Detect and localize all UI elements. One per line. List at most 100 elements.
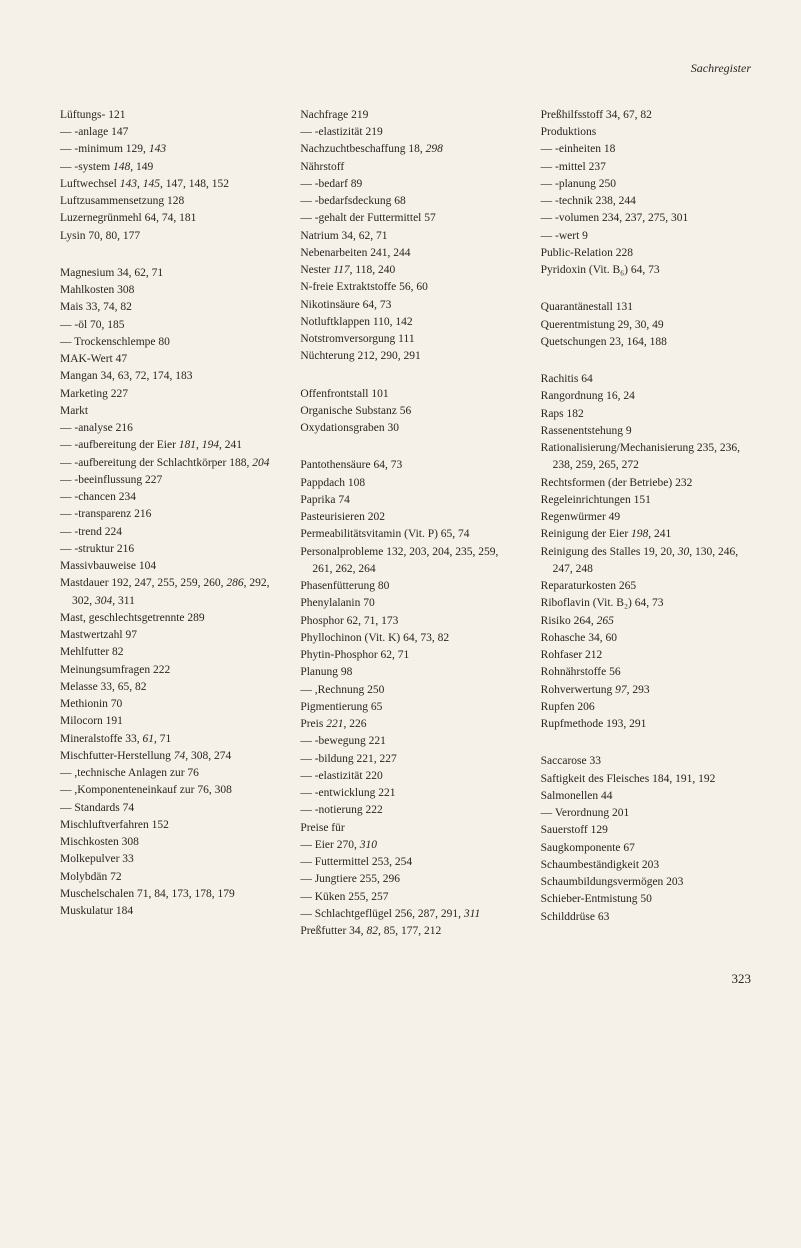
index-entry: — -wert 9 — [541, 228, 751, 245]
column-3: Preßhilfsstoff 34, 67, 82Produktions— -e… — [541, 107, 751, 941]
index-entry: — -mittel 237 — [541, 159, 751, 176]
index-entry: Rupfen 206 — [541, 699, 751, 716]
index-entry: Schaumbeständigkeit 203 — [541, 857, 751, 874]
index-entry: Nährstoff — [300, 159, 510, 176]
index-entry: — -entwicklung 221 — [300, 785, 510, 802]
page-header: Sachregister — [60, 60, 751, 77]
index-entry: Mastwertzahl 97 — [60, 627, 270, 644]
index-entry: Muschelschalen 71, 84, 173, 178, 179 — [60, 886, 270, 903]
index-entry: Regenwürmer 49 — [541, 509, 751, 526]
index-entry: Mastdauer 192, 247, 255, 259, 260, 286, … — [60, 575, 270, 610]
index-entry: Oxydationsgraben 30 — [300, 420, 510, 437]
index-entry: N-freie Extraktstoffe 56, 60 — [300, 279, 510, 296]
index-columns: Lüftungs- 121— -anlage 147— -minimum 129… — [60, 107, 751, 941]
index-entry: Notluftklappen 110, 142 — [300, 314, 510, 331]
index-entry: — -elastizität 219 — [300, 124, 510, 141]
index-entry: — Futtermittel 253, 254 — [300, 854, 510, 871]
index-entry: — -minimum 129, 143 — [60, 141, 270, 158]
index-entry: Planung 98 — [300, 664, 510, 681]
index-entry: Rohverwertung 97, 293 — [541, 682, 751, 699]
index-entry: Produktions — [541, 124, 751, 141]
index-entry: Phosphor 62, 71, 173 — [300, 613, 510, 630]
index-entry: Reinigung der Eier 198, 241 — [541, 526, 751, 543]
index-entry: Quarantänestall 131 — [541, 299, 751, 316]
index-entry: Saugkomponente 67 — [541, 840, 751, 857]
index-entry: — -chancen 234 — [60, 489, 270, 506]
index-entry: Schilddrüse 63 — [541, 909, 751, 926]
index-entry: Rachitis 64 — [541, 371, 751, 388]
index-entry: Nachzuchtbeschaffung 18, 298 — [300, 141, 510, 158]
index-entry: Phytin-Phosphor 62, 71 — [300, 647, 510, 664]
index-entry: Querentmistung 29, 30, 49 — [541, 317, 751, 334]
index-entry: Nachfrage 219 — [300, 107, 510, 124]
index-entry: — -bedarfsdeckung 68 — [300, 193, 510, 210]
index-entry: Molybdän 72 — [60, 869, 270, 886]
index-entry: Luzernegrünmehl 64, 74, 181 — [60, 210, 270, 227]
index-entry: Phyllochinon (Vit. K) 64, 73, 82 — [300, 630, 510, 647]
index-entry: Riboflavin (Vit. B₂) 64, 73 — [541, 595, 751, 612]
index-entry: MAK-Wert 47 — [60, 351, 270, 368]
index-entry: Mais 33, 74, 82 — [60, 299, 270, 316]
index-entry: Mast, geschlechtsgetrennte 289 — [60, 610, 270, 627]
index-entry: — -volumen 234, 237, 275, 301 — [541, 210, 751, 227]
index-entry: — -elastizität 220 — [300, 768, 510, 785]
index-entry: Preßhilfsstoff 34, 67, 82 — [541, 107, 751, 124]
index-entry: Paprika 74 — [300, 492, 510, 509]
index-entry: Rassenentstehung 9 — [541, 423, 751, 440]
index-entry: Luftzusammensetzung 128 — [60, 193, 270, 210]
index-entry: Rupfmethode 193, 291 — [541, 716, 751, 733]
index-entry: Regeleinrichtungen 151 — [541, 492, 751, 509]
spacer — [60, 245, 270, 265]
index-entry: Methionin 70 — [60, 696, 270, 713]
index-entry: Nüchterung 212, 290, 291 — [300, 348, 510, 365]
index-entry: Raps 182 — [541, 406, 751, 423]
index-entry: — ,Komponenteneinkauf zur 76, 308 — [60, 782, 270, 799]
index-entry: Pasteurisieren 202 — [300, 509, 510, 526]
index-entry: Mahlkosten 308 — [60, 282, 270, 299]
index-entry: Saftigkeit des Fleisches 184, 191, 192 — [541, 771, 751, 788]
index-entry: — -transparenz 216 — [60, 506, 270, 523]
index-entry: Reparaturkosten 265 — [541, 578, 751, 595]
index-entry: — -notierung 222 — [300, 802, 510, 819]
index-entry: Pappdach 108 — [300, 475, 510, 492]
index-entry: — -planung 250 — [541, 176, 751, 193]
index-entry: — Verordnung 201 — [541, 805, 751, 822]
index-entry: Preise für — [300, 820, 510, 837]
index-entry: Schaumbildungsvermögen 203 — [541, 874, 751, 891]
index-entry: — -technik 238, 244 — [541, 193, 751, 210]
index-entry: — -anlage 147 — [60, 124, 270, 141]
index-entry: Rohnährstoffe 56 — [541, 664, 751, 681]
spacer — [541, 279, 751, 299]
index-entry: Quetschungen 23, 164, 188 — [541, 334, 751, 351]
index-entry: Melasse 33, 65, 82 — [60, 679, 270, 696]
index-entry: — ,Rechnung 250 — [300, 682, 510, 699]
column-1: Lüftungs- 121— -anlage 147— -minimum 129… — [60, 107, 270, 941]
spacer — [300, 366, 510, 386]
index-entry: Preis 221, 226 — [300, 716, 510, 733]
index-entry: — Küken 255, 257 — [300, 889, 510, 906]
column-2: Nachfrage 219— -elastizität 219Nachzucht… — [300, 107, 510, 941]
index-entry: — -bewegung 221 — [300, 733, 510, 750]
index-entry: Rohasche 34, 60 — [541, 630, 751, 647]
index-entry: Permeabilitätsvitamin (Vit. P) 65, 74 — [300, 526, 510, 543]
spacer — [300, 437, 510, 457]
index-entry: Markt — [60, 403, 270, 420]
index-entry: Rechtsformen (der Betriebe) 232 — [541, 475, 751, 492]
index-entry: Nester 117, 118, 240 — [300, 262, 510, 279]
index-entry: Molkepulver 33 — [60, 851, 270, 868]
index-entry: Sauerstoff 129 — [541, 822, 751, 839]
index-entry: — Trockenschlempe 80 — [60, 334, 270, 351]
index-entry: Natrium 34, 62, 71 — [300, 228, 510, 245]
index-entry: — -trend 224 — [60, 524, 270, 541]
index-entry: Magnesium 34, 62, 71 — [60, 265, 270, 282]
index-entry: — -aufbereitung der Eier 181, 194, 241 — [60, 437, 270, 454]
index-entry: — Eier 270, 310 — [300, 837, 510, 854]
index-entry: Lysin 70, 80, 177 — [60, 228, 270, 245]
index-entry: Pyridoxin (Vit. B₆) 64, 73 — [541, 262, 751, 279]
index-entry: Mischluftverfahren 152 — [60, 817, 270, 834]
index-entry: — -struktur 216 — [60, 541, 270, 558]
index-entry: Personalprobleme 132, 203, 204, 235, 259… — [300, 544, 510, 579]
index-entry: Preßfutter 34, 82, 85, 177, 212 — [300, 923, 510, 940]
index-entry: — -gehalt der Futtermittel 57 — [300, 210, 510, 227]
index-entry: — Jungtiere 255, 296 — [300, 871, 510, 888]
